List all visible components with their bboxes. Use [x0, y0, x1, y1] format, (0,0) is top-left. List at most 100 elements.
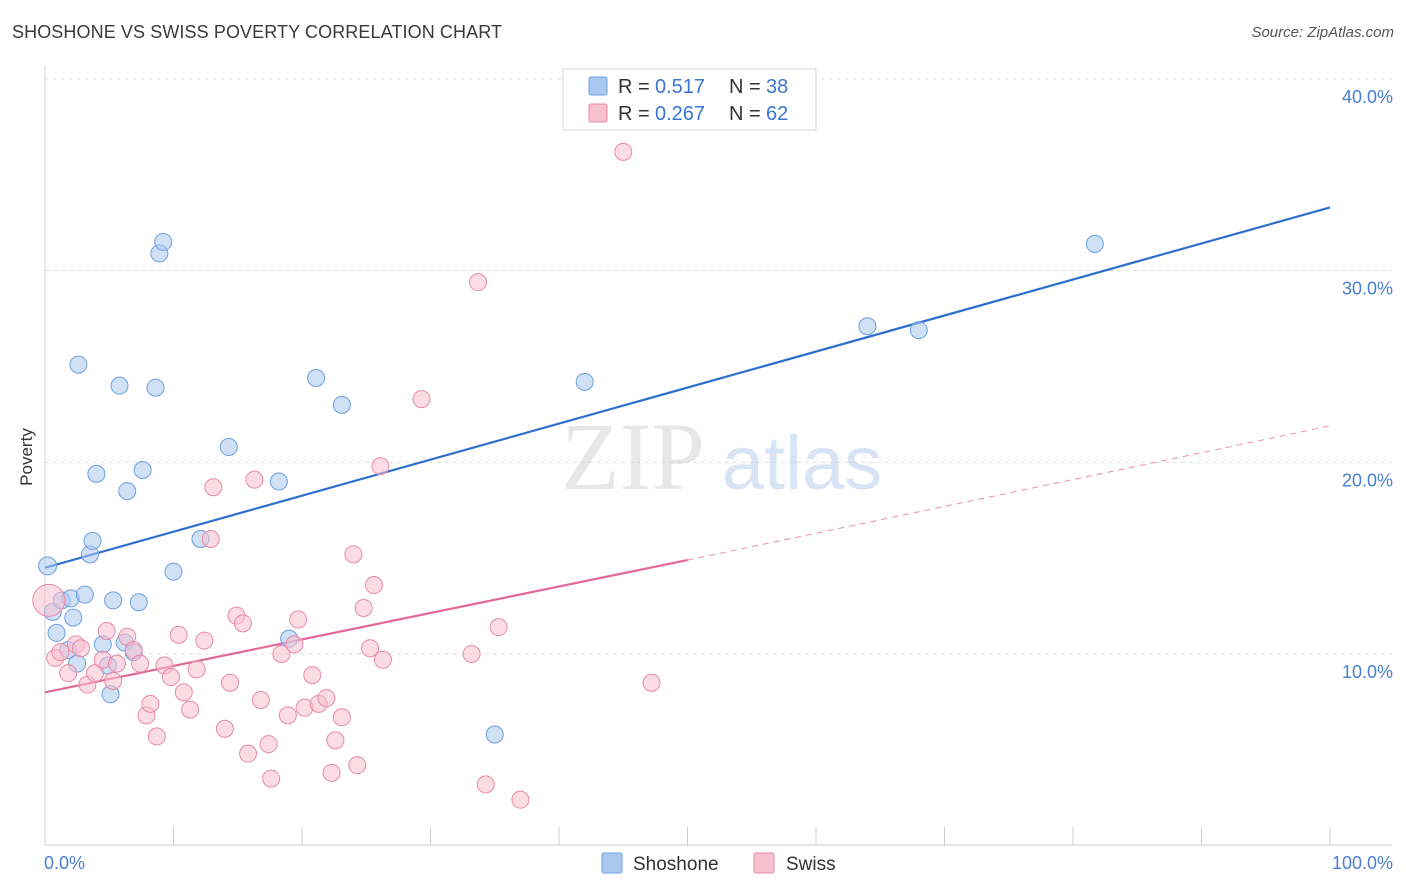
point-swiss [469, 273, 488, 292]
point-swiss [289, 610, 308, 629]
legend-n-label: N = [729, 103, 761, 125]
top-legend: R = 0.517 N = 38 R = 0.267 N = 62 [562, 68, 817, 131]
point-swiss [204, 478, 223, 497]
watermark-atlas: atlas [722, 421, 883, 506]
axes [44, 66, 1392, 846]
point-swiss [259, 735, 278, 754]
point-swiss [332, 708, 351, 727]
point-shoshone [858, 317, 877, 336]
point-shoshone [307, 369, 326, 387]
y-tick-label: 40.0% [1342, 87, 1393, 107]
point-swiss [97, 622, 116, 640]
point-swiss [322, 763, 341, 782]
point-shoshone [332, 395, 351, 414]
point-swiss [107, 654, 126, 673]
point-swiss [476, 775, 495, 794]
watermark-zip: ZIP [561, 403, 705, 510]
point-shoshone [146, 378, 165, 397]
point-swiss [348, 756, 367, 775]
point-swiss [239, 744, 258, 763]
y-tick-label: 10.0% [1342, 662, 1393, 682]
point-swiss [285, 635, 304, 654]
point-shoshone [575, 372, 594, 391]
point-swiss [169, 625, 188, 644]
point-swiss [104, 671, 123, 690]
point-swiss [51, 643, 70, 662]
point-swiss [412, 390, 431, 409]
trend-line-swiss [44, 559, 688, 694]
legend-swatch-swiss [588, 103, 608, 123]
x-tick-labels: 0.0% 100.0% [44, 853, 1393, 873]
trend-line-shoshone [44, 206, 1331, 569]
chart-title: SHOSHONE VS SWISS POVERTY CORRELATION CH… [12, 22, 503, 42]
y-tick-labels: 10.0% 20.0% 30.0% 40.0% [1342, 87, 1393, 682]
point-shoshone [38, 556, 58, 576]
point-shoshone [485, 725, 504, 744]
y-tick-label: 20.0% [1342, 470, 1393, 490]
legend-n-label: N = [729, 76, 761, 98]
point-shoshone [154, 232, 173, 251]
x-tick-label-max: 100.0% [1332, 853, 1393, 873]
point-swiss [642, 673, 661, 692]
point-shoshone [164, 562, 183, 581]
legend-r-label: R = [618, 76, 650, 98]
point-swiss [303, 666, 322, 685]
point-swiss [215, 719, 234, 738]
point-shoshone [129, 593, 148, 612]
y-axis-title: Poverty [17, 428, 36, 486]
point-swiss [364, 576, 383, 594]
x-tick-label-min: 0.0% [44, 853, 85, 873]
bottom-legend: Shoshone Swiss [601, 852, 836, 875]
point-shoshone [69, 355, 88, 374]
point-swiss [161, 668, 180, 686]
bottom-legend-label-shoshone: Shoshone [633, 854, 719, 875]
point-shoshone [1085, 234, 1104, 253]
point-swiss [489, 618, 508, 637]
point-swiss [187, 660, 206, 679]
point-swiss [71, 639, 90, 658]
legend-n-value: 62 [766, 103, 788, 125]
legend-r-value: 0.517 [655, 76, 705, 98]
bottom-legend-swatch-shoshone [601, 852, 623, 874]
point-swiss [251, 691, 270, 709]
point-swiss [59, 664, 78, 683]
trend-lines [44, 206, 1331, 694]
point-shoshone [75, 585, 94, 604]
point-swiss [131, 654, 150, 673]
point-shoshone [64, 608, 83, 627]
point-swiss [278, 706, 297, 725]
data-points [32, 142, 1104, 809]
point-shoshone [269, 472, 288, 491]
point-shoshone [87, 464, 106, 483]
point-shoshone [83, 531, 102, 550]
point-swiss [32, 583, 66, 617]
point-swiss [462, 645, 481, 663]
point-shoshone [118, 482, 137, 501]
point-swiss [344, 545, 363, 564]
point-swiss [371, 457, 390, 476]
point-swiss [195, 631, 214, 650]
point-swiss [373, 650, 392, 669]
point-swiss [174, 683, 193, 702]
point-swiss [141, 694, 160, 713]
legend-r-value: 0.267 [655, 103, 705, 125]
legend-r-label: R = [618, 103, 650, 125]
point-shoshone [104, 591, 123, 610]
point-swiss [317, 689, 336, 708]
point-swiss [147, 727, 166, 746]
point-swiss [272, 645, 291, 663]
point-swiss [262, 769, 281, 788]
point-shoshone [219, 438, 238, 456]
point-swiss [326, 731, 345, 750]
bottom-legend-swatch-swiss [753, 852, 775, 874]
legend-n-value: 38 [766, 76, 788, 98]
point-swiss [245, 470, 264, 489]
point-swiss [354, 599, 373, 617]
point-swiss [361, 639, 380, 658]
point-shoshone [47, 623, 66, 642]
grid-lines [45, 78, 1392, 655]
bottom-legend-label-swiss: Swiss [786, 854, 836, 875]
point-swiss [86, 664, 105, 683]
point-shoshone [133, 461, 152, 479]
